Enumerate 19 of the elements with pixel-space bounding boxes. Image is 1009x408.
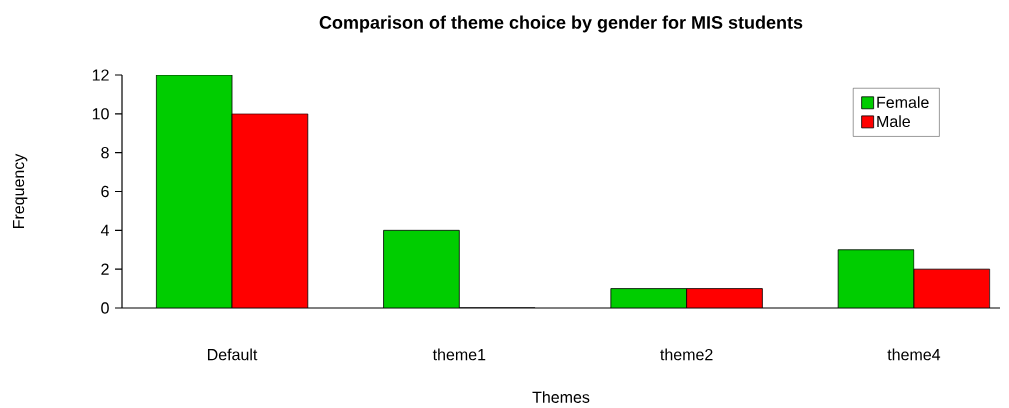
y-tick-label: 4 <box>100 224 109 236</box>
legend-label: Male <box>877 115 910 128</box>
bar <box>913 268 991 308</box>
x-tick-label: theme4 <box>887 348 941 361</box>
bar <box>686 288 763 308</box>
y-tick-label: 2 <box>101 263 109 275</box>
x-tick-label: theme2 <box>660 348 713 361</box>
y-tick-label: 0 <box>101 302 109 314</box>
bar <box>232 113 308 308</box>
chart-title: Comparison of theme choice by gender for MIS students <box>319 15 803 33</box>
y-tick-label: 10 <box>92 108 109 120</box>
y-tick-label: 12 <box>92 69 109 81</box>
y-tick-label: 8 <box>101 147 109 159</box>
x-axis-title: Themes <box>532 391 590 403</box>
y-axis-title: Frequency <box>12 153 28 228</box>
y-tick-label: 6 <box>101 185 109 198</box>
x-tick-label: Default <box>207 348 258 361</box>
x-tick-label: theme1 <box>432 348 486 361</box>
legend-label: Female <box>877 96 929 108</box>
